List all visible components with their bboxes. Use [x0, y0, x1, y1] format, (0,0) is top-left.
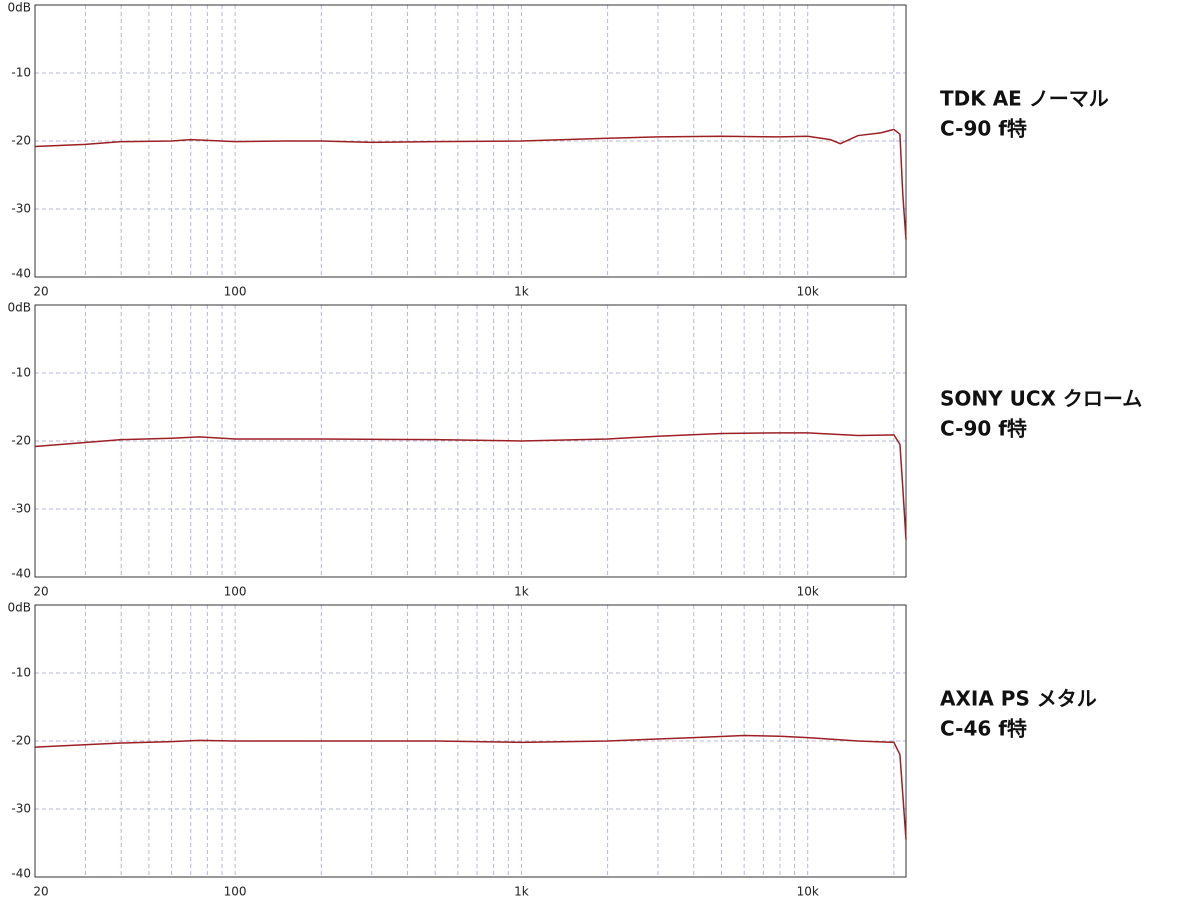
x-tick-label: 100	[224, 285, 247, 299]
plot-border	[34, 604, 907, 878]
response-line	[34, 734, 907, 840]
x-tick-label: 20	[33, 885, 48, 899]
x-tick-label: 100	[224, 885, 247, 899]
y-tick-label: 0dB	[8, 301, 31, 315]
y-tick-label: -40	[11, 567, 31, 581]
chart-title: AXIA PS メタル	[940, 687, 1097, 711]
plot-border	[34, 4, 907, 278]
y-tick-label: -30	[11, 202, 31, 216]
y-tick-label: 0dB	[8, 1, 31, 15]
y-tick-label: -20	[11, 134, 31, 148]
x-tick-label: 10k	[797, 585, 819, 599]
chart-subtitle: C-90 f特	[940, 417, 1027, 441]
chart-title: SONY UCX クローム	[940, 387, 1142, 411]
chart-subtitle: C-46 f特	[940, 717, 1027, 741]
chart-subtitle: C-90 f特	[940, 117, 1027, 141]
y-tick-label: -10	[11, 66, 31, 80]
y-tick-label: -20	[11, 434, 31, 448]
y-tick-label: -20	[11, 734, 31, 748]
chart-title: TDK AE ノーマル	[940, 87, 1109, 111]
response-line	[34, 128, 907, 240]
y-tick-label: 0dB	[8, 601, 31, 615]
y-tick-label: -10	[11, 666, 31, 680]
y-tick-label: -40	[11, 867, 31, 881]
response-line	[34, 432, 907, 540]
x-tick-label: 10k	[797, 285, 819, 299]
x-tick-label: 100	[224, 585, 247, 599]
y-tick-label: -30	[11, 502, 31, 516]
plot-border	[34, 304, 907, 578]
y-tick-label: -30	[11, 802, 31, 816]
y-tick-label: -40	[11, 267, 31, 281]
x-tick-label: 20	[33, 585, 48, 599]
x-tick-label: 1k	[514, 285, 529, 299]
x-tick-label: 1k	[514, 885, 529, 899]
y-tick-label: -10	[11, 366, 31, 380]
x-tick-label: 1k	[514, 585, 529, 599]
x-tick-label: 10k	[797, 885, 819, 899]
x-tick-label: 20	[33, 285, 48, 299]
